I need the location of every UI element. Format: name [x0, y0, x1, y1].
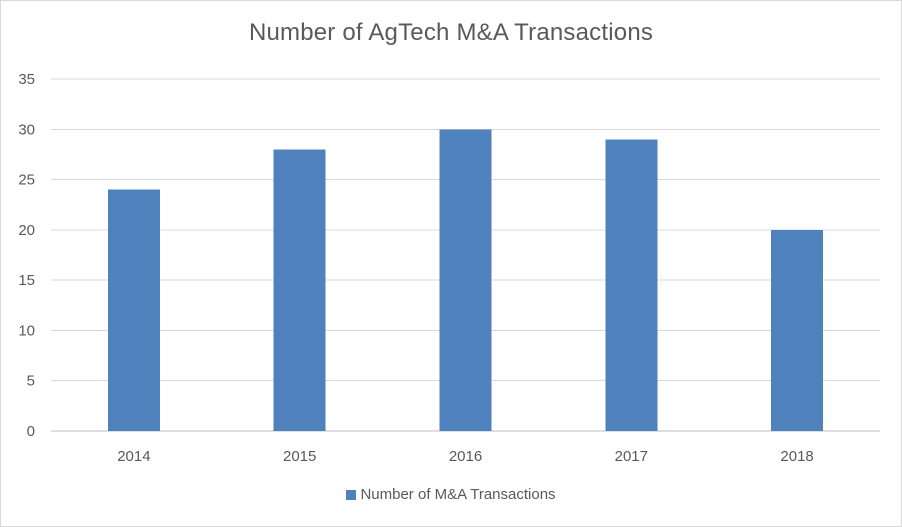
y-tick-label: 30 — [18, 121, 35, 138]
legend-swatch — [346, 489, 357, 500]
chart-legend: Number of M&A Transactions — [1, 486, 901, 503]
bar-2018 — [771, 229, 824, 431]
x-tick-label: 2014 — [117, 448, 150, 465]
chart-title: Number of AgTech M&A Transactions — [248, 19, 654, 46]
bar-2015 — [273, 149, 326, 431]
bar-2017 — [605, 139, 658, 432]
x-tick-label: 2018 — [780, 448, 813, 465]
y-tick-label: 0 — [27, 423, 35, 440]
bar-2016 — [439, 129, 492, 432]
y-tick-label: 25 — [18, 172, 35, 189]
legend-label: Number of M&A Transactions — [360, 486, 556, 503]
y-tick-label: 5 — [27, 373, 35, 390]
x-tick-label: 2017 — [615, 448, 648, 465]
bar-2014 — [107, 189, 160, 431]
y-tick-label: 20 — [18, 222, 35, 239]
y-tick-label: 10 — [18, 322, 35, 339]
x-tick-label: 2016 — [449, 448, 482, 465]
y-tick-label: 15 — [18, 272, 35, 289]
x-tick-label: 2015 — [283, 448, 316, 465]
y-tick-label: 35 — [18, 71, 35, 88]
